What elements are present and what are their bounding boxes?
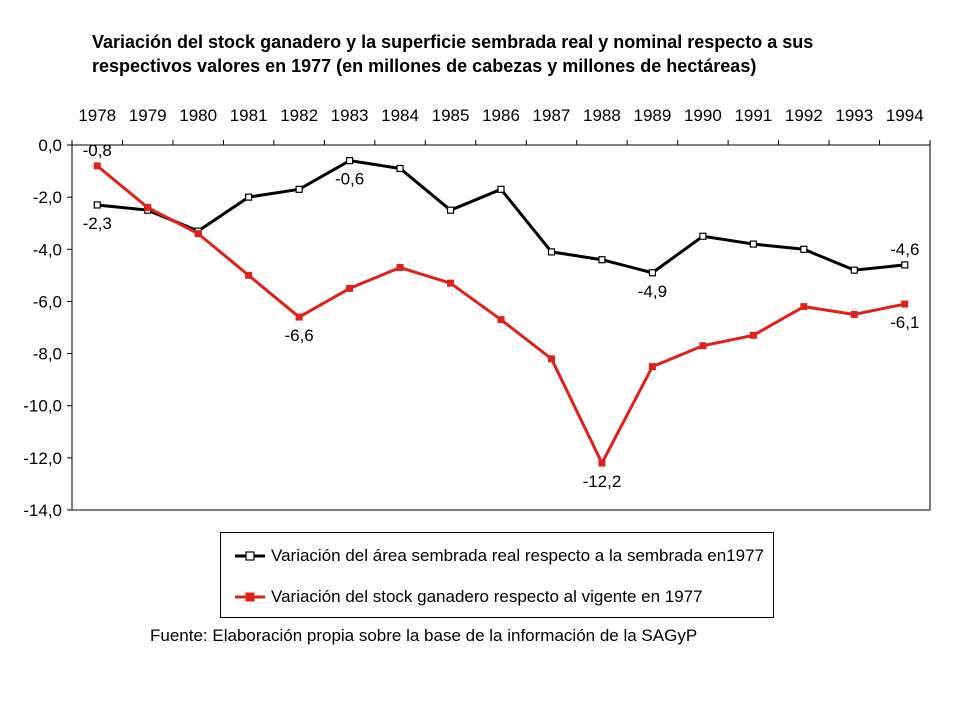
data-point-area xyxy=(295,185,303,193)
data-label: -0,6 xyxy=(335,170,364,189)
data-label: -0,8 xyxy=(83,141,112,160)
data-point-stock xyxy=(93,162,101,170)
legend-item-stock: Variación del stock ganadero respecto al… xyxy=(235,586,703,608)
data-point-stock xyxy=(749,331,757,339)
x-tick-label: 1989 xyxy=(633,106,671,125)
legend-item-area: Variación del área sembrada real respect… xyxy=(235,545,764,567)
data-label: -4,6 xyxy=(890,240,919,259)
data-point-stock xyxy=(901,300,909,308)
legend-label-stock: Variación del stock ganadero respecto al… xyxy=(271,587,703,606)
y-tick-label: -10,0 xyxy=(23,397,62,416)
chart-title-line-1: Variación del stock ganadero y la superf… xyxy=(92,32,814,52)
data-point-stock xyxy=(547,355,555,363)
data-point-stock xyxy=(295,313,303,321)
y-tick-label: -12,0 xyxy=(23,449,62,468)
y-tick-label: -6,0 xyxy=(33,292,62,311)
data-point-area xyxy=(598,256,606,264)
data-point-stock xyxy=(699,342,707,350)
data-point-stock xyxy=(800,303,808,311)
data-point-stock xyxy=(598,459,606,467)
x-tick-label: 1992 xyxy=(785,106,823,125)
data-point-stock xyxy=(396,264,404,272)
x-tick-label: 1993 xyxy=(835,106,873,125)
data-point-area xyxy=(800,245,808,253)
legend-marker-stock xyxy=(235,592,265,602)
plot-area-frame xyxy=(71,144,931,511)
series-line-area xyxy=(97,159,905,275)
data-point-area xyxy=(245,193,253,201)
data-point-stock xyxy=(497,316,505,324)
chart-title-line-2: respectivos valores en 1977 (en millones… xyxy=(92,56,757,76)
data-point-stock xyxy=(850,310,858,318)
data-point-stock xyxy=(648,363,656,371)
y-tick-label: -4,0 xyxy=(33,240,62,259)
chart-title: Variación del stock ganadero y la superf… xyxy=(92,30,932,78)
y-tick-label: 0,0 xyxy=(38,136,62,155)
data-point-area xyxy=(648,269,657,277)
x-tick-label: 1981 xyxy=(230,106,268,125)
legend-label-area: Variación del área sembrada real respect… xyxy=(271,546,764,565)
data-point-area xyxy=(497,185,505,193)
y-tick-label: -2,0 xyxy=(33,188,62,207)
data-point-area xyxy=(901,261,909,269)
data-point-area xyxy=(699,232,707,240)
data-label: -12,2 xyxy=(583,472,622,491)
data-point-area xyxy=(345,157,354,165)
y-tick-label: -14,0 xyxy=(23,501,62,520)
x-tick-label: 1991 xyxy=(734,106,772,125)
data-point-stock xyxy=(245,271,253,279)
x-tick-label: 1986 xyxy=(482,106,520,125)
data-point-stock xyxy=(144,204,152,212)
x-tick-label: 1978 xyxy=(78,106,116,125)
source-note: Fuente: Elaboración propia sobre la base… xyxy=(150,626,698,645)
x-tick-label: 1988 xyxy=(583,106,621,125)
data-label: -4,9 xyxy=(638,282,667,301)
data-label: -6,1 xyxy=(890,313,919,332)
data-point-stock xyxy=(194,230,202,238)
data-point-stock xyxy=(346,284,354,292)
data-point-area xyxy=(93,201,101,209)
legend-marker-area xyxy=(235,551,265,561)
data-point-area xyxy=(396,164,404,173)
x-tick-label: 1979 xyxy=(129,106,167,125)
data-point-area xyxy=(749,240,757,248)
x-tick-label: 1980 xyxy=(179,106,217,125)
data-point-area xyxy=(446,206,455,214)
data-point-stock xyxy=(447,279,455,287)
x-tick-label: 1987 xyxy=(533,106,571,125)
x-tick-label: 1990 xyxy=(684,106,722,125)
x-tick-label: 1994 xyxy=(886,106,924,125)
data-label: -6,6 xyxy=(284,326,313,345)
data-point-area xyxy=(547,248,556,256)
x-tick-label: 1983 xyxy=(331,106,369,125)
y-tick-label: -8,0 xyxy=(33,345,62,364)
data-point-area xyxy=(850,266,858,274)
x-tick-label: 1982 xyxy=(280,106,318,125)
x-tick-label: 1984 xyxy=(381,106,419,125)
line-chart: 0,0 -2,0 -4,0 -6,0 -8,0 -10,0 -12,0 -14,0 1978 19… xyxy=(23,106,931,520)
data-label: -2,3 xyxy=(83,214,112,233)
x-tick-label: 1985 xyxy=(432,106,470,125)
chart-legend: Variación del área sembrada real respect… xyxy=(220,532,774,618)
series-line-stock xyxy=(96,164,906,465)
